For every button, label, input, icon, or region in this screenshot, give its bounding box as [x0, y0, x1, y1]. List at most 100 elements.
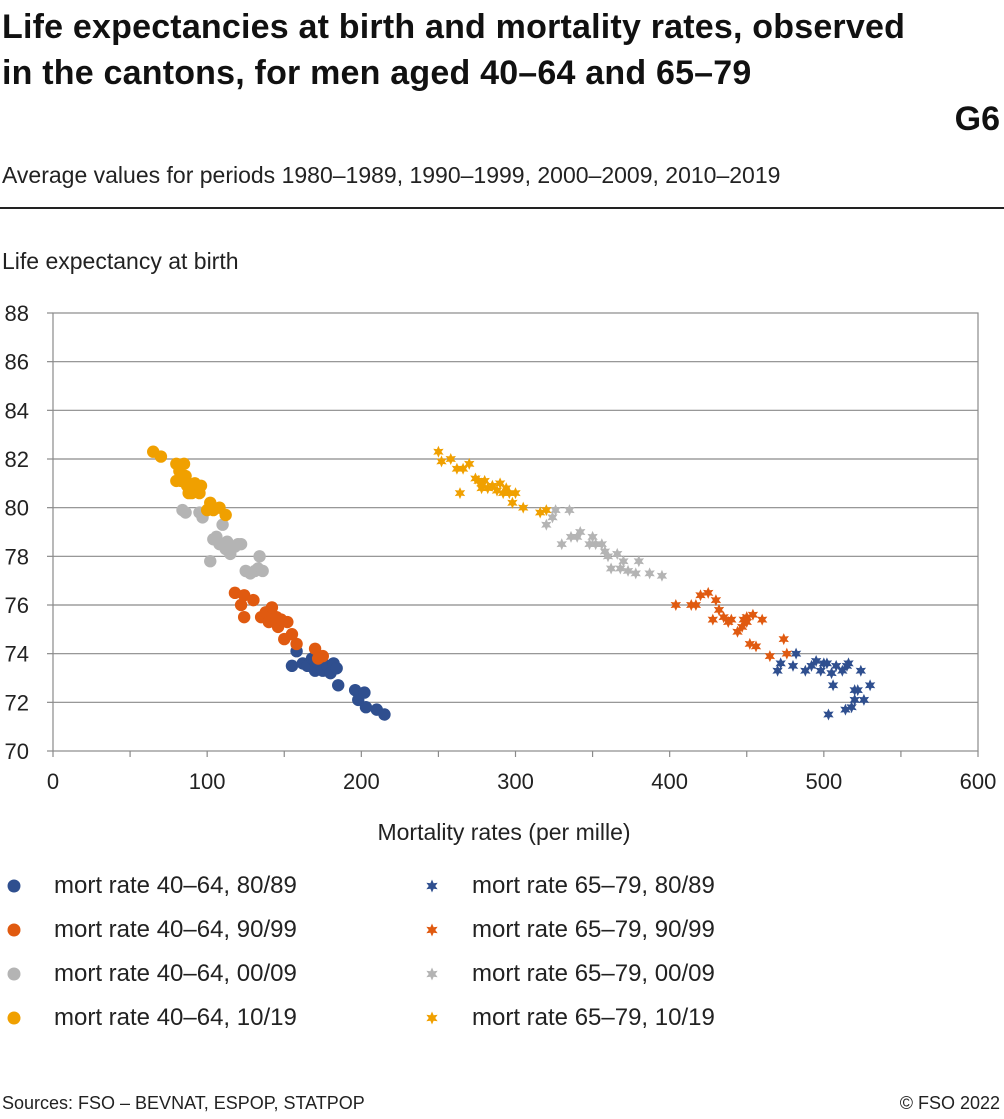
series-group: [433, 445, 552, 519]
data-point-star: [491, 484, 503, 497]
y-tick-label: 80: [5, 496, 29, 521]
data-point-star: [855, 664, 867, 677]
data-point-star: [550, 504, 561, 517]
data-point-star: [433, 445, 444, 458]
data-point-star: [622, 564, 634, 577]
data-point-star: [556, 538, 567, 551]
data-point-star: [695, 589, 706, 602]
data-point-star: [713, 603, 725, 616]
x-tick-label: 100: [189, 769, 226, 794]
data-point-star: [541, 518, 552, 531]
y-tick-label: 72: [5, 690, 29, 715]
data-point-star: [778, 633, 789, 646]
data-point-star: [750, 640, 762, 653]
data-point-star: [732, 625, 743, 638]
data-point-star: [823, 708, 834, 721]
data-point-star: [790, 647, 802, 660]
x-tick-label: 200: [343, 769, 380, 794]
x-tick-label: 400: [651, 769, 688, 794]
legend-label: mort rate 40–64, 00/09: [54, 960, 297, 987]
y-tick-label: 84: [5, 398, 29, 423]
data-point-star: [445, 453, 456, 465]
data-point-star: [690, 599, 702, 611]
data-point-star: [830, 659, 842, 672]
data-point: [170, 474, 183, 488]
data-point-star: [864, 679, 876, 692]
data-point: [330, 662, 343, 675]
star-marker-icon: [418, 920, 446, 940]
data-point-star: [547, 511, 558, 524]
data-point-star: [615, 562, 626, 575]
data-point-star: [473, 474, 484, 487]
data-point: [154, 450, 168, 463]
y-tick-label: 88: [5, 301, 29, 326]
data-point: [221, 535, 234, 548]
data-point: [194, 479, 208, 492]
data-point-star: [736, 620, 748, 633]
data-point-star: [849, 684, 860, 697]
data-point: [204, 555, 217, 568]
y-tick-label: 86: [5, 350, 29, 375]
data-point-star: [633, 555, 645, 568]
data-point: [216, 518, 229, 531]
legend-item: mort rate 65–79, 00/09: [418, 954, 715, 994]
legend-item: mort rate 40–64, 80/89: [0, 866, 297, 906]
data-point-star: [744, 637, 756, 650]
data-point-star: [612, 547, 623, 560]
data-point-star: [821, 657, 833, 670]
data-point-star: [707, 613, 719, 626]
data-point-star: [781, 647, 793, 660]
series-group: [228, 586, 329, 665]
data-point: [270, 610, 283, 624]
data-point-star: [464, 457, 475, 470]
chart-title: Life expectancies at birth and mortality…: [2, 8, 906, 92]
data-point-star: [710, 594, 722, 607]
data-point-star: [534, 506, 546, 519]
legend-label: mort rate 65–79, 10/19: [472, 1004, 715, 1031]
circle-marker-icon: [0, 876, 28, 896]
data-point-star: [630, 567, 641, 580]
y-axis-label: Life expectancy at birth: [2, 248, 239, 274]
data-point-star: [703, 586, 714, 599]
legend-item: mort rate 40–64, 00/09: [0, 954, 297, 994]
data-point-star: [436, 455, 447, 468]
x-tick-label: 500: [805, 769, 842, 794]
circle-marker-icon: [0, 964, 28, 984]
data-point-star: [852, 684, 863, 697]
chart-subtitle: Average values for periods 1980–1989, 19…: [2, 162, 781, 188]
legend-label: mort rate 40–64, 90/99: [54, 916, 297, 943]
data-point-star: [564, 504, 575, 517]
data-point-star: [587, 530, 598, 543]
data-point-star: [454, 487, 466, 500]
data-point-star: [644, 567, 655, 580]
data-point-star: [741, 616, 752, 629]
data-point: [285, 628, 299, 641]
star-marker-icon: [418, 876, 446, 896]
data-point: [311, 652, 325, 665]
legend-label: mort rate 65–79, 80/89: [472, 872, 715, 899]
data-point-star: [599, 545, 611, 558]
data-point-star: [772, 664, 783, 677]
data-point: [237, 610, 251, 624]
data-point-star: [818, 657, 830, 670]
graphic-number: G6: [954, 100, 1000, 138]
y-tick-label: 74: [5, 642, 29, 667]
data-point-star: [656, 569, 668, 582]
legend-item: mort rate 65–79, 90/99: [418, 910, 715, 950]
data-point: [359, 701, 373, 714]
legend-item: mort rate 65–79, 80/89: [418, 866, 715, 906]
star-marker-icon: [418, 1008, 446, 1028]
data-point: [179, 506, 192, 519]
source-note: Sources: FSO – BEVNAT, ESPOP, STATPOP: [2, 1093, 365, 1113]
legend-label: mort rate 65–79, 00/09: [472, 960, 715, 987]
data-point-star: [846, 701, 857, 714]
series-group: [176, 503, 269, 580]
x-axis-label: Mortality rates (per mille): [377, 819, 630, 845]
data-point-star: [501, 482, 512, 495]
data-point-star: [541, 504, 552, 517]
y-axis-ticks: 70 72 74 76 78 80 82 84 86 88: [5, 301, 53, 764]
data-point: [256, 564, 269, 578]
plot-area: [52, 312, 979, 752]
data-point: [265, 601, 279, 614]
y-tick-label: 78: [5, 544, 29, 569]
